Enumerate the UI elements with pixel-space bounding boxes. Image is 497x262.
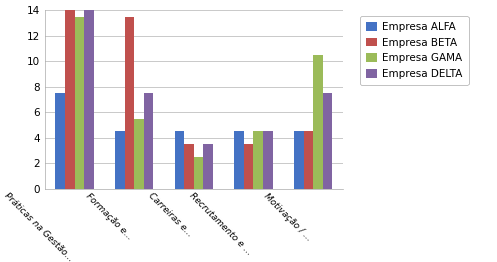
Bar <box>56 93 65 189</box>
Bar <box>323 93 332 189</box>
Bar <box>313 55 323 189</box>
Bar <box>75 17 84 189</box>
Bar <box>144 93 153 189</box>
Bar <box>175 131 184 189</box>
Bar <box>194 157 203 189</box>
Bar <box>65 4 75 189</box>
Bar <box>294 131 304 189</box>
Bar <box>253 131 263 189</box>
Bar <box>125 17 134 189</box>
Bar <box>203 144 213 189</box>
Bar <box>263 131 272 189</box>
Bar <box>244 144 253 189</box>
Bar <box>134 119 144 189</box>
Bar <box>184 144 194 189</box>
Bar <box>235 131 244 189</box>
Bar <box>84 4 93 189</box>
Bar <box>304 131 313 189</box>
Legend: Empresa ALFA, Empresa BETA, Empresa GAMA, Empresa DELTA: Empresa ALFA, Empresa BETA, Empresa GAMA… <box>360 16 469 85</box>
Bar <box>115 131 125 189</box>
